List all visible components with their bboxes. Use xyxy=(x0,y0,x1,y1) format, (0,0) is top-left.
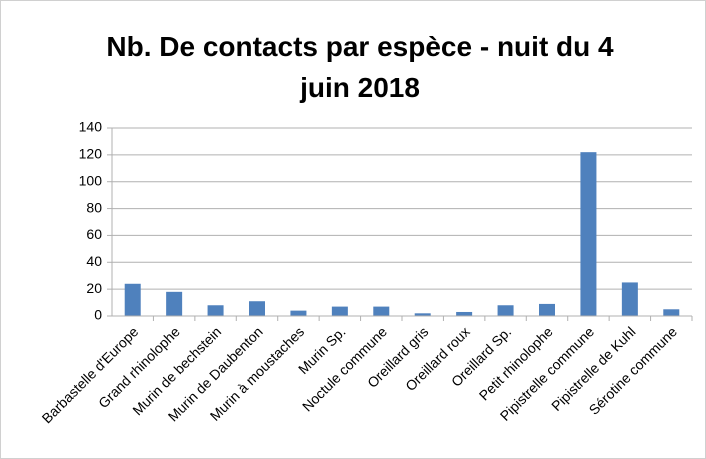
y-tick-label: 40 xyxy=(86,253,102,269)
x-tick-label: Petit rhinolophe xyxy=(476,323,556,403)
bar xyxy=(580,152,597,316)
bar xyxy=(539,303,555,316)
y-tick-label: 20 xyxy=(86,280,102,296)
y-tick-label: 0 xyxy=(94,307,102,323)
bar xyxy=(124,283,141,316)
bar xyxy=(207,305,224,316)
y-tick-label: 140 xyxy=(79,119,103,135)
bar xyxy=(290,310,307,316)
bar xyxy=(166,291,183,316)
bar xyxy=(331,306,348,316)
y-tick-label: 100 xyxy=(79,172,103,188)
bar xyxy=(414,313,431,316)
bar xyxy=(663,309,680,316)
bar xyxy=(497,305,514,316)
y-tick-label: 80 xyxy=(86,199,102,215)
bar xyxy=(373,306,390,316)
bar xyxy=(621,282,638,316)
chart-title: Nb. De contacts par espèce - nuit du 4 j… xyxy=(106,31,614,103)
bar xyxy=(249,301,265,316)
y-tick-label: 120 xyxy=(79,146,103,162)
y-tick-label: 60 xyxy=(86,226,102,242)
bar xyxy=(456,311,473,316)
